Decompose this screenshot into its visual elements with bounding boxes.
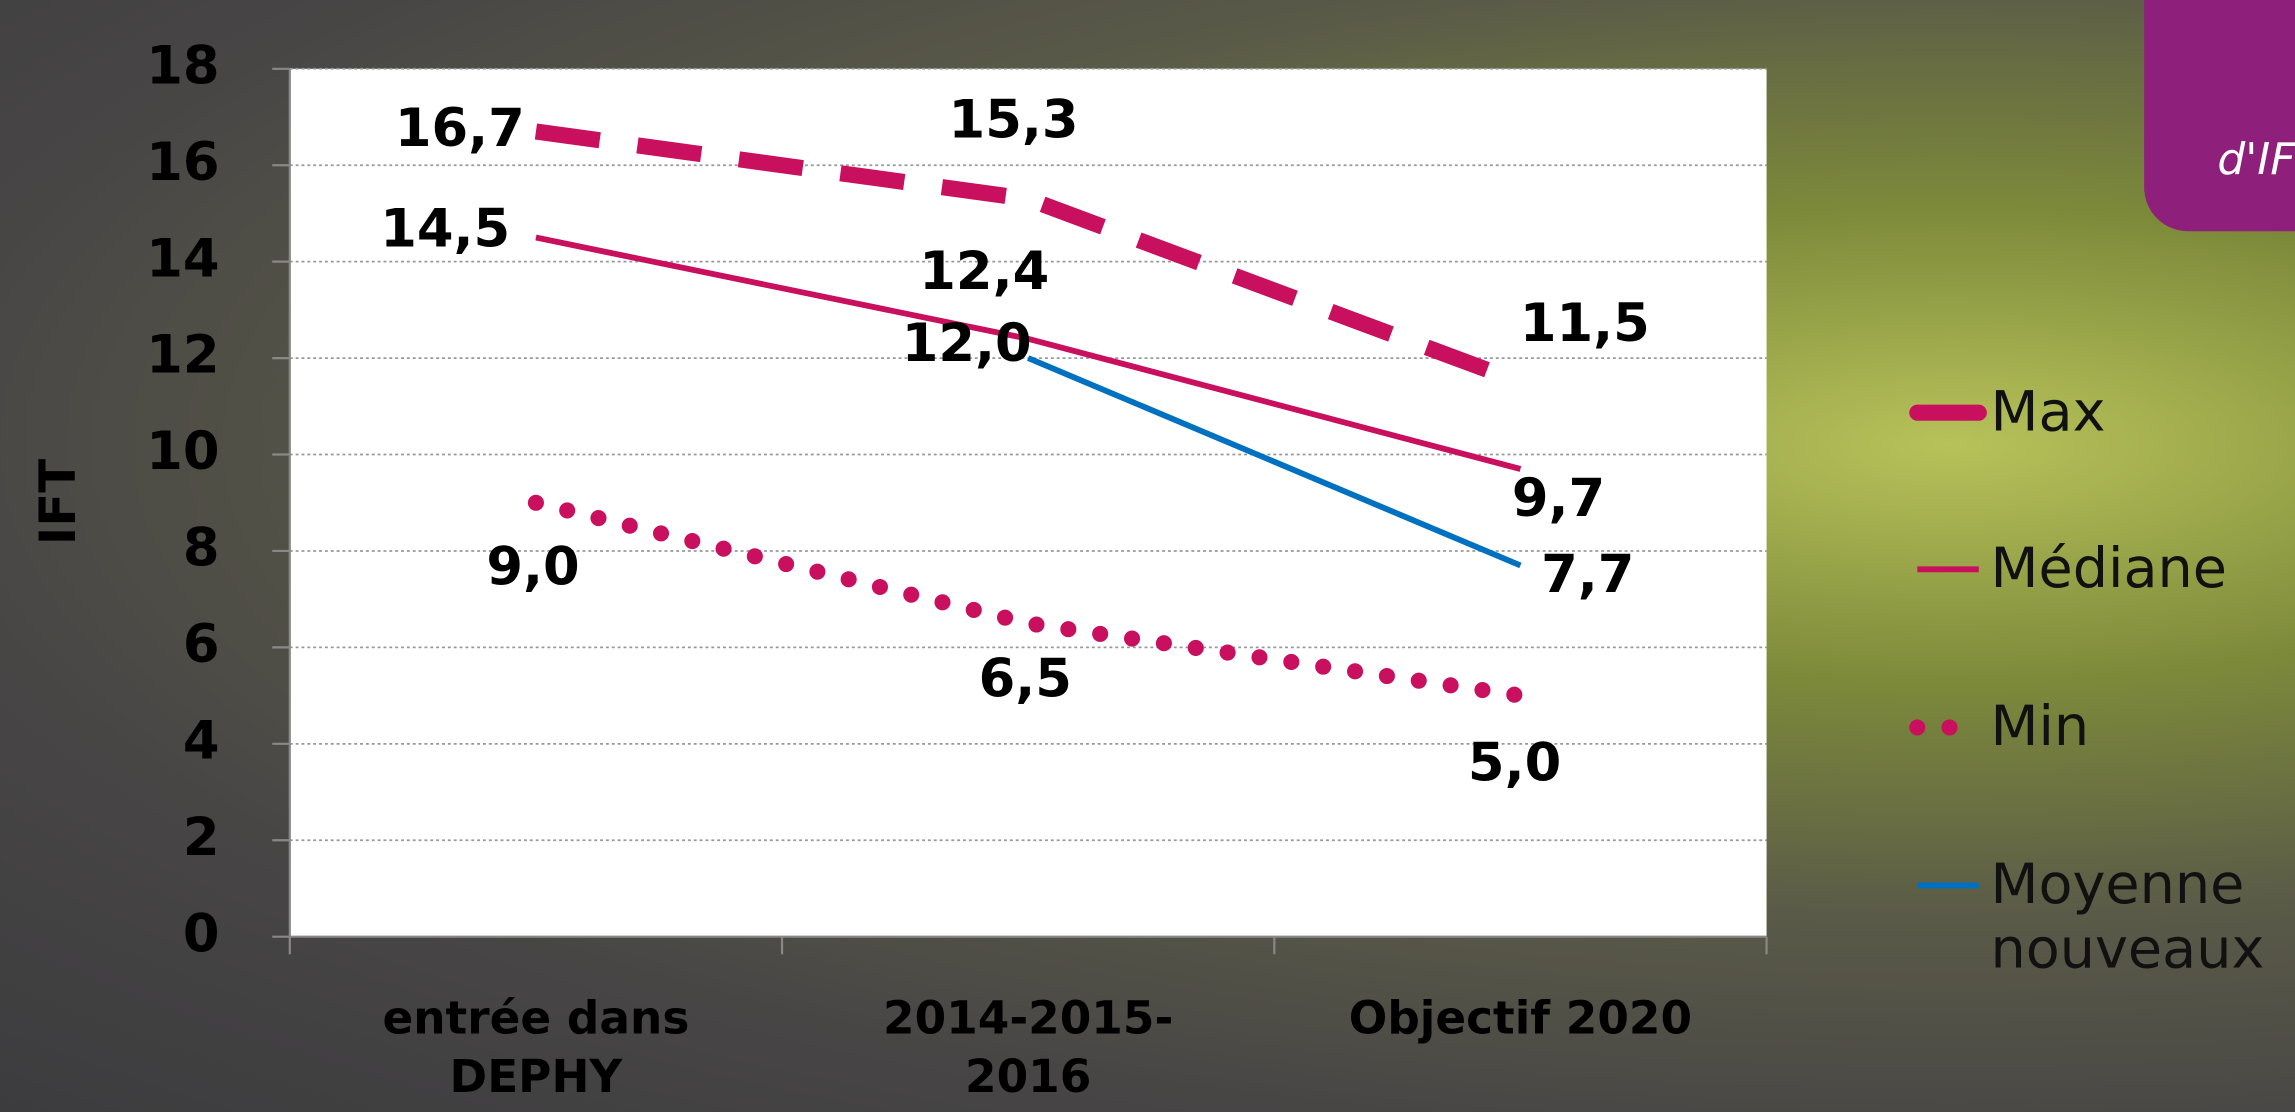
data-label: 5,0 [1468, 733, 1561, 794]
legend-label: Moyenne nouveaux [1990, 852, 2295, 981]
page: d'IF IFT 02468101214161816,715,311,514,5… [0, 0, 2295, 1112]
data-label: 6,5 [979, 648, 1072, 709]
data-label: 14,5 [380, 198, 510, 259]
data-label: 11,5 [1520, 293, 1650, 354]
data-label: 9,0 [486, 537, 579, 598]
x-tick-label: Objectif 2020 [1330, 989, 1711, 1048]
y-tick-label: 6 [183, 614, 220, 675]
y-tick-label: 12 [146, 325, 219, 386]
legend-label: Min [1990, 694, 2295, 758]
y-tick-label: 2 [183, 807, 220, 868]
y-tick-label: 8 [183, 518, 220, 579]
data-label: 15,3 [949, 90, 1079, 151]
data-label: 12,0 [902, 313, 1032, 374]
x-tick-label: entrée dans DEPHY [375, 989, 697, 1106]
legend-label: Médiane [1990, 536, 2295, 600]
y-tick-label: 10 [146, 421, 219, 482]
y-tick-label: 16 [146, 132, 219, 193]
chart: IFT 0 2 4 6 8 10 12 14 16 18 16,7 15,3 11,5 14,5 12,4 9… [0, 0, 2295, 1112]
y-tick-label: 18 [146, 35, 219, 96]
y-tick-label: 14 [146, 228, 219, 289]
stage: d'IF IFT 02468101214161816,715,311,514,5… [0, 0, 2295, 1112]
data-label: 16,7 [395, 98, 525, 159]
x-tick-label: 2014-2015-2016 [838, 989, 1219, 1106]
data-label: 9,7 [1512, 468, 1605, 529]
y-tick-label: 4 [183, 710, 220, 771]
data-label: 7,7 [1541, 544, 1634, 605]
y-axis-label: IFT [29, 459, 87, 545]
legend-label: Max [1990, 379, 2295, 443]
y-tick-label: 0 [183, 903, 220, 964]
data-label: 12,4 [919, 241, 1049, 302]
